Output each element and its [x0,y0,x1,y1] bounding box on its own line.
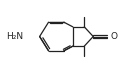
Text: O: O [110,32,117,41]
Text: H₂N: H₂N [7,32,24,41]
